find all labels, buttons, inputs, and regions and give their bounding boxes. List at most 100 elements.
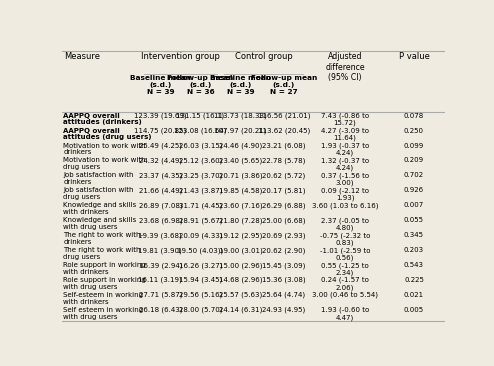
Text: Baseline mean
(s.d.)
N = 39: Baseline mean (s.d.) N = 39	[130, 75, 191, 96]
Text: 23.68 (6.98): 23.68 (6.98)	[138, 217, 182, 224]
Text: 26.29 (6.88): 26.29 (6.88)	[262, 202, 306, 209]
Text: 26.18 (6.43): 26.18 (6.43)	[139, 307, 182, 313]
Text: 15.94 (3.45): 15.94 (3.45)	[179, 277, 222, 284]
Text: 7.43 (-0.86 to
15.72): 7.43 (-0.86 to 15.72)	[321, 113, 369, 126]
Text: 20.69 (2.93): 20.69 (2.93)	[262, 232, 306, 239]
Text: 19.12 (2.95): 19.12 (2.95)	[219, 232, 262, 239]
Text: 25.64 (4.74): 25.64 (4.74)	[262, 292, 305, 298]
Text: 3.60 (1.03 to 6.16): 3.60 (1.03 to 6.16)	[312, 202, 378, 209]
Text: 0.209: 0.209	[404, 157, 424, 164]
Text: 0.702: 0.702	[404, 172, 424, 179]
Text: 0.055: 0.055	[404, 217, 424, 223]
Text: 107.97 (20.21): 107.97 (20.21)	[214, 128, 267, 134]
Text: Knowledge and skills
with drug users: Knowledge and skills with drug users	[63, 217, 136, 230]
Text: 0.078: 0.078	[404, 113, 424, 119]
Text: 19.00 (3.01): 19.00 (3.01)	[219, 247, 263, 254]
Text: 20.71 (3.86): 20.71 (3.86)	[219, 172, 262, 179]
Text: 123.08 (16.64): 123.08 (16.64)	[174, 128, 227, 134]
Text: 25.57 (5.63): 25.57 (5.63)	[219, 292, 262, 298]
Text: 19.50 (4.03)): 19.50 (4.03))	[177, 247, 224, 254]
Text: 23.21 (6.08): 23.21 (6.08)	[262, 143, 306, 149]
Text: 22.78 (5.78): 22.78 (5.78)	[262, 157, 305, 164]
Text: 113.62 (20.45): 113.62 (20.45)	[258, 128, 310, 134]
Text: 2.37 (-0.05 to
4.80): 2.37 (-0.05 to 4.80)	[321, 217, 369, 231]
Text: 14.68 (2.96): 14.68 (2.96)	[219, 277, 262, 284]
Text: 27.71 (5.87): 27.71 (5.87)	[139, 292, 182, 298]
Text: 21.66 (4.49): 21.66 (4.49)	[139, 187, 182, 194]
Text: 16.39 (2.94): 16.39 (2.94)	[139, 262, 182, 269]
Text: 3.00 (0.46 to 5.54): 3.00 (0.46 to 5.54)	[312, 292, 378, 298]
Text: 0.55 (-1.25 to
2.34): 0.55 (-1.25 to 2.34)	[321, 262, 369, 276]
Text: Measure: Measure	[64, 52, 100, 61]
Text: 0.24 (-1.57 to
2.06): 0.24 (-1.57 to 2.06)	[321, 277, 369, 291]
Text: 25.00 (6.68): 25.00 (6.68)	[262, 217, 306, 224]
Text: 4.27 (-3.09 to
11.64): 4.27 (-3.09 to 11.64)	[321, 128, 369, 141]
Text: Self esteem in working
with drug users: Self esteem in working with drug users	[63, 307, 143, 320]
Text: Baseline mean
(s.d.)
N = 39: Baseline mean (s.d.) N = 39	[210, 75, 271, 96]
Text: Role support in working
with drinkers: Role support in working with drinkers	[63, 262, 146, 275]
Text: 24.46 (4.90): 24.46 (4.90)	[219, 143, 262, 149]
Text: The right to work with-
drinkers: The right to work with- drinkers	[63, 232, 143, 245]
Text: 0.203: 0.203	[404, 247, 424, 253]
Text: -0.75 (-2.32 to
0.83): -0.75 (-2.32 to 0.83)	[320, 232, 370, 246]
Text: Intervention group: Intervention group	[141, 52, 220, 61]
Text: Self-esteem in working
with drinkers: Self-esteem in working with drinkers	[63, 292, 143, 305]
Text: 16.26 (3.27): 16.26 (3.27)	[179, 262, 222, 269]
Text: 29.56 (5.16): 29.56 (5.16)	[179, 292, 222, 298]
Text: 20.62 (2.90): 20.62 (2.90)	[262, 247, 305, 254]
Text: 19.81 (3.90): 19.81 (3.90)	[138, 247, 182, 254]
Text: AAPPQ overall
attitudes (drug users): AAPPQ overall attitudes (drug users)	[63, 128, 152, 141]
Text: AAPPQ overall
attitudes (drinkers): AAPPQ overall attitudes (drinkers)	[63, 113, 142, 126]
Text: 0.099: 0.099	[404, 143, 424, 149]
Text: 0.37 (-1.56 to
3.00): 0.37 (-1.56 to 3.00)	[321, 172, 369, 186]
Text: 20.62 (5.72): 20.62 (5.72)	[262, 172, 305, 179]
Text: 24.14 (6.31): 24.14 (6.31)	[219, 307, 262, 313]
Text: 23.37 (4.35): 23.37 (4.35)	[139, 172, 182, 179]
Text: 0.250: 0.250	[404, 128, 424, 134]
Text: 21.80 (7.28): 21.80 (7.28)	[219, 217, 262, 224]
Text: 116.56 (21.01): 116.56 (21.01)	[257, 113, 310, 119]
Text: 1.93 (-0.37 to
4.24): 1.93 (-0.37 to 4.24)	[321, 143, 369, 156]
Text: 114.75 (20.85): 114.75 (20.85)	[134, 128, 186, 134]
Text: Adjusted
difference
(95% CI): Adjusted difference (95% CI)	[325, 52, 365, 82]
Text: 25.12 (3.60): 25.12 (3.60)	[179, 157, 222, 164]
Text: -1.01 (-2.59 to
0.56): -1.01 (-2.59 to 0.56)	[320, 247, 370, 261]
Text: 0.345: 0.345	[404, 232, 424, 238]
Text: 23.60 (7.16): 23.60 (7.16)	[219, 202, 262, 209]
Text: 0.543: 0.543	[404, 262, 424, 268]
Text: 31.71 (4.45): 31.71 (4.45)	[179, 202, 222, 209]
Text: Follow-up mean
(s.d.)
N = 36: Follow-up mean (s.d.) N = 36	[167, 75, 234, 96]
Text: 24.93 (4.95): 24.93 (4.95)	[262, 307, 305, 313]
Text: 0.225: 0.225	[404, 277, 424, 283]
Text: 19.39 (3.68): 19.39 (3.68)	[138, 232, 182, 239]
Text: 123.39 (19.69): 123.39 (19.69)	[134, 113, 187, 119]
Text: Motivation to work with
drug users: Motivation to work with drug users	[63, 157, 146, 170]
Text: Control group: Control group	[235, 52, 292, 61]
Text: 15.00 (2.96): 15.00 (2.96)	[219, 262, 262, 269]
Text: 19.85 (4.58): 19.85 (4.58)	[219, 187, 262, 194]
Text: 0.926: 0.926	[404, 187, 424, 193]
Text: 0.09 (-2.12 to
1.93): 0.09 (-2.12 to 1.93)	[321, 187, 369, 201]
Text: 28.00 (5.70): 28.00 (5.70)	[179, 307, 222, 313]
Text: 20.17 (5.81): 20.17 (5.81)	[262, 187, 306, 194]
Text: 16.11 (3.19): 16.11 (3.19)	[138, 277, 182, 284]
Text: 0.007: 0.007	[404, 202, 424, 208]
Text: Job satisfaction with
drinkers: Job satisfaction with drinkers	[63, 172, 134, 185]
Text: Role support in working
with drug users: Role support in working with drug users	[63, 277, 146, 290]
Text: 1.32 (-0.37 to
4.24): 1.32 (-0.37 to 4.24)	[321, 157, 369, 171]
Text: Knowledge and skills
with drinkers: Knowledge and skills with drinkers	[63, 202, 136, 215]
Text: 113.73 (18.33): 113.73 (18.33)	[214, 113, 267, 119]
Text: 0.021: 0.021	[404, 292, 424, 298]
Text: 25.49 (4.25): 25.49 (4.25)	[139, 143, 182, 149]
Text: 131.15 (16.1): 131.15 (16.1)	[176, 113, 225, 119]
Text: 15.36 (3.08): 15.36 (3.08)	[262, 277, 306, 284]
Text: 23.25 (3.70): 23.25 (3.70)	[179, 172, 222, 179]
Text: Job satisfaction with
drug users: Job satisfaction with drug users	[63, 187, 134, 200]
Text: P value: P value	[399, 52, 429, 61]
Text: Motivation to work with
drinkers: Motivation to work with drinkers	[63, 143, 146, 155]
Text: 26.03 (3.15): 26.03 (3.15)	[179, 143, 222, 149]
Text: 1.93 (-0.60 to
4.47): 1.93 (-0.60 to 4.47)	[321, 307, 369, 321]
Text: Follow-up mean
(s.d.)
N = 27: Follow-up mean (s.d.) N = 27	[250, 75, 317, 96]
Text: 26.89 (7.08): 26.89 (7.08)	[138, 202, 182, 209]
Text: 28.91 (5.67): 28.91 (5.67)	[179, 217, 222, 224]
